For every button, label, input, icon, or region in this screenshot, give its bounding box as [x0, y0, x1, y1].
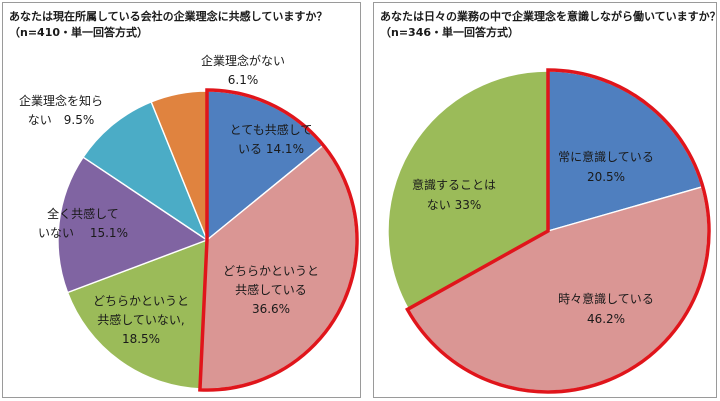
chart-panel-left: あなたは現在所属している会社の企業理念に共感していますか？ （n=410・単一回…	[2, 2, 361, 398]
chart-title: あなたは日々の業務の中で企業理念を意識しながら働いていますか？	[380, 10, 720, 23]
pie-slice-4	[57, 156, 209, 294]
chart-title-block: あなたは日々の業務の中で企業理念を意識しながら働いていますか？ （n=346・単…	[380, 9, 720, 41]
slice-label-2: どちらかというと共感している 36.6%	[223, 264, 319, 316]
slice-label-6: 企業理念がない 6.1%	[201, 53, 285, 87]
pie-slice-5	[82, 100, 209, 242]
pie-slice-3	[66, 238, 208, 390]
slice-label-3: 意識することはない 33%	[412, 177, 496, 212]
slice-label-4: 全く共感していない 15.1%	[38, 206, 128, 240]
chart-title-block: あなたは現在所属している会社の企業理念に共感していますか？ （n=410・単一回…	[9, 9, 356, 41]
highlight-outline	[405, 68, 711, 394]
slice-label-1: 常に意識している 20.5%	[558, 149, 654, 184]
slice-label-5: 企業理念を知らない 9.5%	[19, 93, 103, 127]
slice-label-2: 時々意識している 46.2%	[558, 291, 654, 326]
chart-title: あなたは現在所属している会社の企業理念に共感していますか？	[9, 10, 328, 23]
highlight-outline	[198, 88, 359, 392]
chart-subtitle: （n=346・単一回答方式）	[380, 26, 520, 39]
pie-chart-awareness: 常に意識している 20.5% 時々意識している 46.2% 意識することはない 33%	[387, 68, 711, 394]
pie-chart-empathy: とても共感している 14.1% どちらかというと共感している 36.6% どちらかとい…	[19, 53, 359, 392]
slice-label-3: どちらかというと共感していない, 18.5%	[93, 294, 189, 346]
chart-subtitle: （n=410・単一回答方式）	[9, 26, 149, 39]
chart-panel-right: あなたは日々の業務の中で企業理念を意識しながら働いていますか？ （n=346・単…	[373, 2, 720, 398]
slice-label-1: とても共感している 14.1%	[230, 122, 313, 156]
pie-slice-3	[387, 70, 549, 310]
